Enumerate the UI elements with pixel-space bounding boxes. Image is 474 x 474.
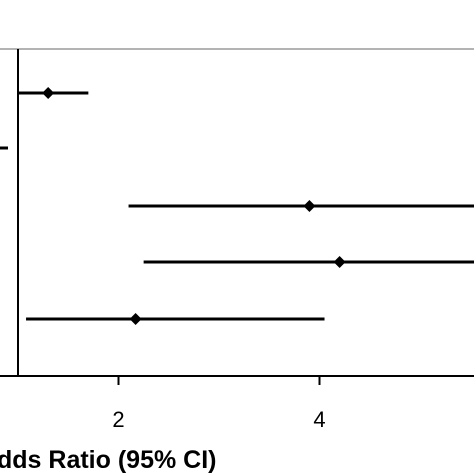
- estimate-row: [26, 313, 325, 325]
- point-estimate: [333, 256, 346, 268]
- x-axis-title: dds Ratio (95% CI): [0, 446, 216, 474]
- estimate-row: [18, 87, 89, 99]
- estimate-row: [143, 256, 474, 268]
- point-estimate: [303, 200, 316, 212]
- x-tick-label: 4: [313, 407, 325, 432]
- x-tick-label: 2: [112, 407, 124, 432]
- estimates: [18, 87, 474, 325]
- estimate-row: [128, 200, 474, 212]
- point-estimate: [129, 313, 142, 325]
- point-estimate: [42, 87, 55, 99]
